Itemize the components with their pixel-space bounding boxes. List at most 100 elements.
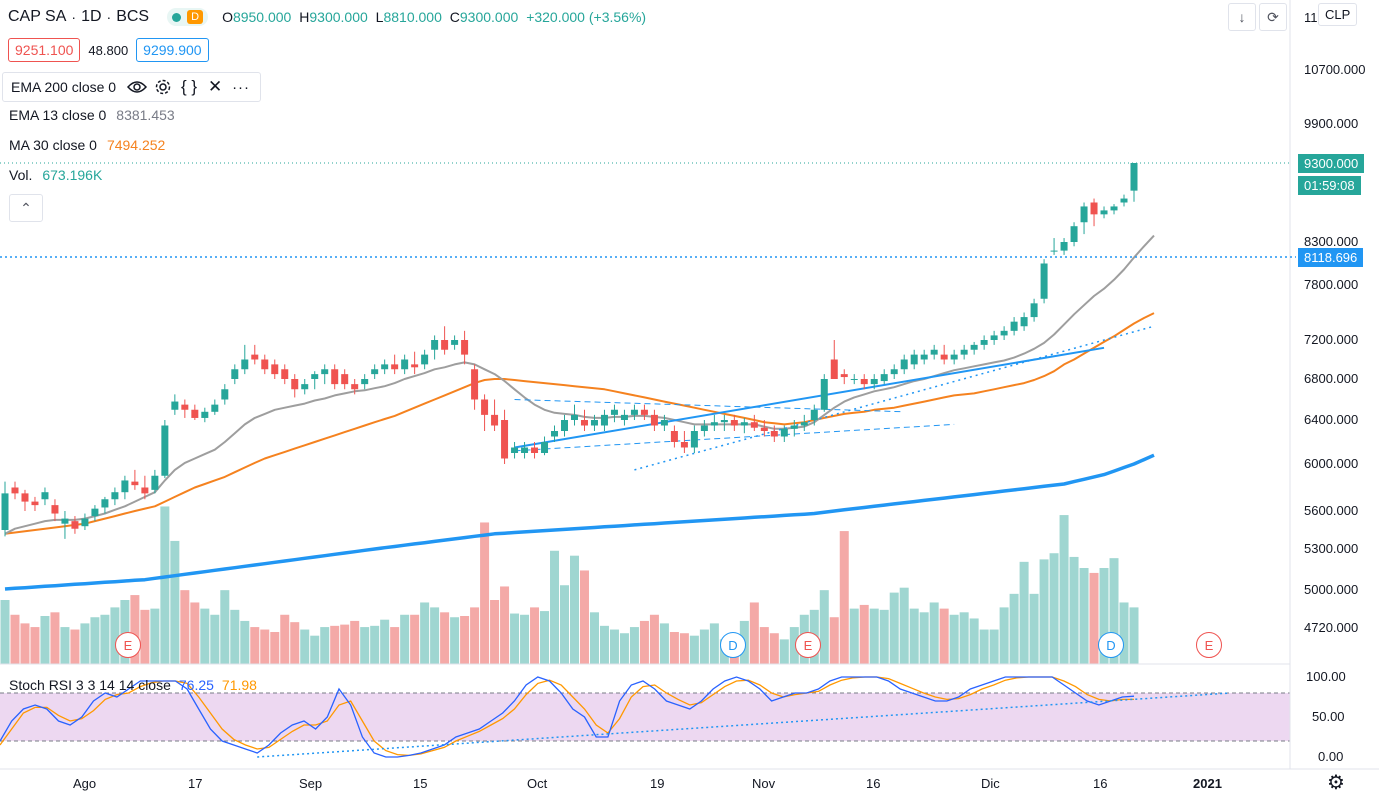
candle-body <box>660 420 668 426</box>
volume-bar <box>839 531 849 664</box>
volume-bar <box>749 602 759 664</box>
volume-value: 673.196K <box>42 167 103 183</box>
arrow-down-button[interactable]: ↓ <box>1228 3 1256 31</box>
close-value: 9300.000 <box>459 9 519 25</box>
hline-price-tag[interactable]: 8118.696 <box>1298 248 1364 267</box>
indicator-ma30[interactable]: MA 30 close 0 7494.252 <box>9 137 165 153</box>
candle-body <box>1080 206 1088 223</box>
candle-body <box>730 420 738 426</box>
volume-bar <box>90 617 100 664</box>
volume-bar <box>959 612 969 664</box>
time-tick: 17 <box>188 776 203 791</box>
candle-body <box>760 427 768 431</box>
refresh-button[interactable]: ⟳ <box>1259 3 1287 31</box>
time-tick: 2021 <box>1193 776 1222 791</box>
volume-bar <box>230 609 240 664</box>
volume-bar <box>829 617 839 664</box>
earnings-event[interactable]: E <box>1196 632 1222 658</box>
candle-body <box>111 492 119 500</box>
volume-bar <box>300 629 310 664</box>
candle-body <box>770 431 778 437</box>
volume-bar <box>899 587 909 664</box>
time-tick: Oct <box>527 776 548 791</box>
volume-bar <box>150 608 160 664</box>
candle-body <box>1050 250 1058 252</box>
ema13-line <box>4 234 1155 535</box>
candle-body <box>541 442 549 453</box>
candle-body <box>421 354 429 365</box>
more-icon[interactable]: ··· <box>232 78 251 96</box>
candle-body <box>401 359 409 370</box>
indicator-ema200[interactable]: EMA 200 close 0 { } ✕ ··· <box>2 72 262 102</box>
ema13-label: EMA 13 close 0 <box>9 107 107 123</box>
current-price-tag: 9300.000 <box>1298 154 1365 173</box>
indicator-stoch-rsi[interactable]: Stoch RSI 3 3 14 14 close 76.25 71.98 <box>9 677 257 693</box>
earnings-event[interactable]: E <box>115 632 141 658</box>
volume-bar <box>490 600 500 664</box>
candle-body <box>610 409 618 415</box>
low-value: 8810.000 <box>383 9 442 25</box>
candle-body <box>241 359 249 370</box>
volume-bar <box>919 612 929 664</box>
time-tick: Sep <box>299 776 323 791</box>
trendline-dashed-lower <box>514 423 955 452</box>
volume-bar <box>659 623 669 664</box>
candle-body <box>351 384 359 390</box>
volume-bar <box>569 555 579 664</box>
interval[interactable]: 1D <box>81 8 102 25</box>
volume-bar <box>460 616 470 664</box>
stoch-tick: 0.00 <box>1318 749 1344 764</box>
indicator-volume[interactable]: Vol. 673.196K <box>9 167 102 183</box>
stoch-k-line <box>0 676 1135 758</box>
volume-bar <box>260 629 270 664</box>
volume-bar <box>1059 515 1069 664</box>
price-tick: 9900.000 <box>1304 116 1359 131</box>
indicator-ema13[interactable]: EMA 13 close 0 8381.453 <box>9 107 175 123</box>
trendline-dashed-upper <box>514 399 905 413</box>
gear-icon[interactable] <box>150 77 176 97</box>
volume-bar <box>1089 572 1099 664</box>
open-value: 8950.000 <box>232 9 292 25</box>
candle-body <box>391 364 399 370</box>
braces-icon[interactable]: { } <box>181 77 198 96</box>
trendline-solid <box>514 346 1105 449</box>
candle-body <box>271 364 279 375</box>
axes <box>0 0 1379 770</box>
volume-bar <box>629 627 639 664</box>
collapse-indicators-button[interactable]: ⌃ <box>9 194 43 222</box>
volume-bar <box>989 629 999 664</box>
candle-body <box>471 369 479 400</box>
currency-label[interactable]: CLP <box>1318 3 1358 26</box>
volume-bar <box>589 612 599 664</box>
volume-bar <box>689 635 699 664</box>
ema200-line <box>4 453 1155 591</box>
dividend-event[interactable]: D <box>1098 632 1124 658</box>
volume-bar <box>110 607 120 664</box>
symbol-name[interactable]: CAP SA <box>8 8 67 25</box>
candle-body <box>910 354 918 365</box>
volume-bar <box>70 629 80 664</box>
candle-body <box>880 374 888 382</box>
candle-body <box>411 364 419 368</box>
dividend-event[interactable]: D <box>720 632 746 658</box>
close-icon[interactable]: ✕ <box>207 77 223 96</box>
candle-body <box>521 447 529 453</box>
volume-bar <box>1109 558 1119 664</box>
ask-price[interactable]: 9299.900 <box>136 38 209 62</box>
volume-bar <box>200 608 210 664</box>
price-tick: 6800.000 <box>1304 371 1359 386</box>
settings-icon[interactable]: ⚙ <box>1327 772 1345 794</box>
stoch-lines <box>0 676 1231 758</box>
eye-icon[interactable] <box>124 77 150 97</box>
symbol-legend: CAP SA · 1D · BCS D O8950.000 H9300.000 … <box>8 8 646 26</box>
earnings-event[interactable]: E <box>795 632 821 658</box>
ema200-label: EMA 200 close 0 <box>11 79 117 95</box>
candle-body <box>790 425 798 429</box>
volume-bar <box>0 600 10 664</box>
candle-body <box>141 487 149 494</box>
price-tick: 5600.000 <box>1304 503 1359 518</box>
candle-body <box>640 409 648 415</box>
market-status[interactable]: D <box>167 8 209 26</box>
bid-price[interactable]: 9251.100 <box>8 38 81 62</box>
